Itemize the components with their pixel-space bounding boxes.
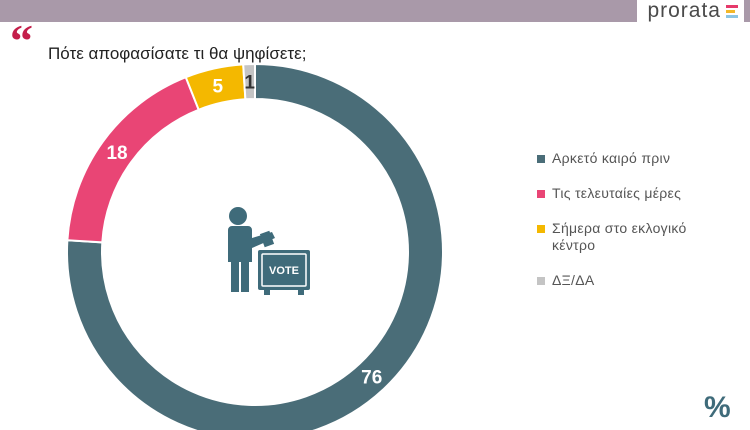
legend-item: ΔΞ/ΔΑ — [537, 272, 737, 289]
ballot-paper — [259, 230, 275, 248]
quote-mark-icon: “ — [10, 15, 33, 66]
donut-slice — [242, 62, 256, 101]
logo-bars-icon — [726, 4, 738, 18]
top-banner: prorata — [0, 0, 750, 22]
legend-swatch — [537, 155, 545, 163]
legend-item: Σήμερα στο εκλογικό κέντρο — [537, 220, 737, 254]
person-voting-icon: VOTE — [228, 207, 310, 295]
legend-item: Τις τελευταίες μέρες — [537, 185, 737, 202]
legend-label: Σήμερα στο εκλογικό κέντρο — [552, 220, 687, 253]
logo-text: prorata — [647, 0, 721, 22]
donut-data-label: 1 — [244, 73, 255, 94]
percent-icon: % — [704, 391, 731, 424]
donut-data-label: 5 — [213, 77, 224, 98]
donut-slice — [66, 62, 444, 430]
donut-data-labels: 76 18 5 1 — [106, 73, 382, 389]
donut-data-label: 18 — [106, 143, 127, 164]
donut-slices — [66, 62, 444, 430]
legend-swatch — [537, 277, 545, 285]
prorata-logo: prorata — [637, 0, 744, 22]
chart-title: Πότε αποφασίσατε τι θα ψηφίσετε; — [48, 44, 307, 63]
donut-data-label: 76 — [361, 367, 382, 388]
ballot-box — [258, 250, 310, 290]
legend-swatch — [537, 190, 545, 198]
legend-label: ΔΞ/ΔΑ — [552, 272, 595, 288]
ballot-box-label: VOTE — [269, 265, 299, 277]
donut-slice — [66, 75, 200, 244]
legend-swatch — [537, 225, 545, 233]
legend-label: Τις τελευταίες μέρες — [552, 185, 682, 201]
chart-legend: Αρκετό καιρό πριν Τις τελευταίες μέρες Σ… — [537, 150, 737, 307]
legend-item: Αρκετό καιρό πριν — [537, 150, 737, 167]
legend-label: Αρκετό καιρό πριν — [552, 150, 671, 166]
voter-head — [229, 207, 247, 225]
